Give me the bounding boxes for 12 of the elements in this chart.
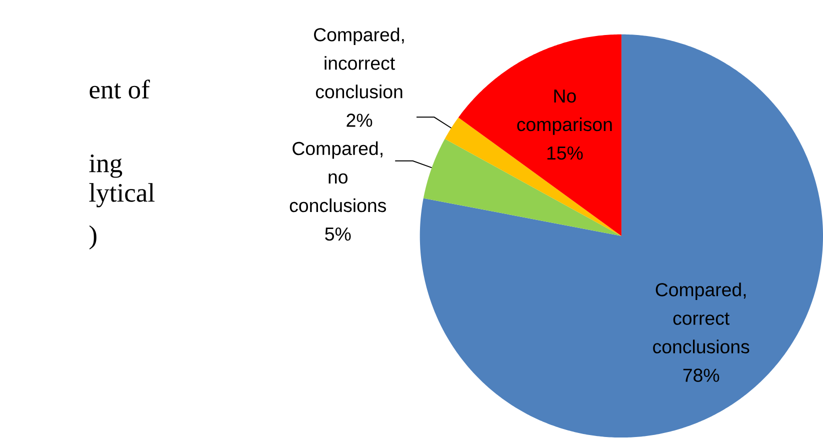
slice-label: Compared, no conclusions [290, 142, 386, 212]
slice-label: No comparison [517, 90, 612, 136]
data-label: 2% [346, 114, 372, 128]
slice-label: Compared, correct conclusions [653, 282, 750, 354]
text: ing [89, 154, 122, 178]
text: ent of [90, 80, 150, 99]
data-label: 78% [683, 368, 720, 382]
data-label: 15% [547, 146, 583, 160]
data-label: 5% [325, 228, 351, 241]
text: ) [90, 226, 96, 250]
text: lytical [89, 183, 155, 208]
slice-label: Compared, incorrect conclusion [314, 28, 404, 99]
